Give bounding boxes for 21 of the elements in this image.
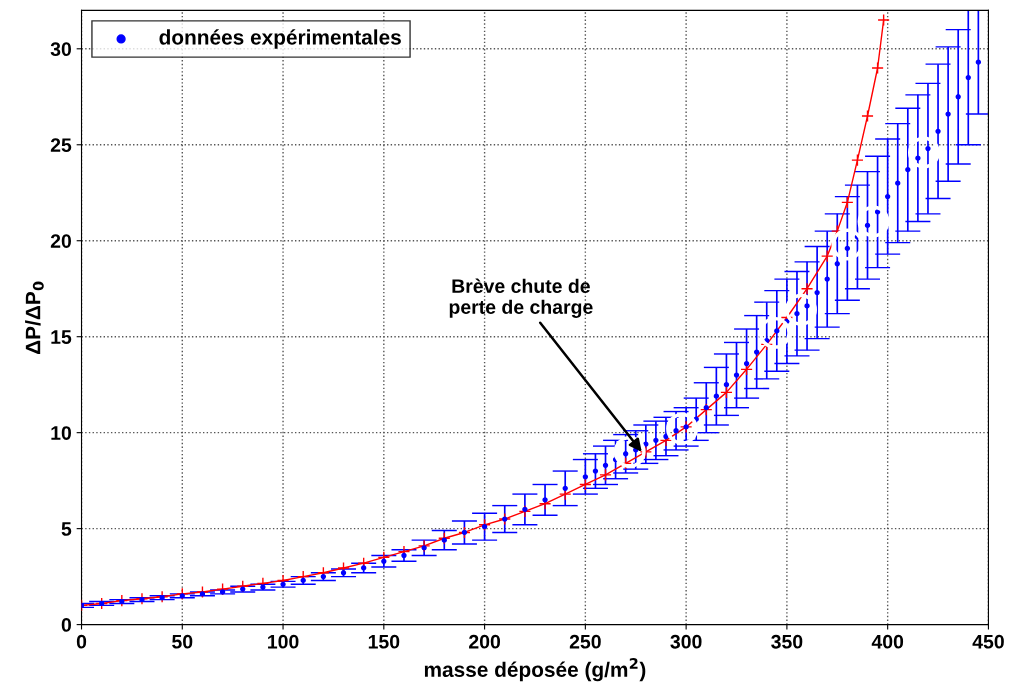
legend-label: données expérimentales (159, 29, 401, 49)
y-tick-label: 5 (61, 522, 72, 536)
y-tick-label: 30 (50, 42, 71, 57)
x-tick-label: 100 (268, 634, 299, 649)
y-tick-label: 15 (51, 330, 72, 344)
x-tick-label: 0 (76, 634, 87, 649)
x-tick-label: 350 (771, 634, 803, 649)
x-tick-label: 300 (670, 634, 702, 649)
annotation: Brève chute de perte de charge (449, 278, 593, 318)
y-tick-label: 0 (61, 618, 71, 632)
y-axis-title: ΔP/ΔP$_{0}$ (25, 281, 44, 354)
x-tick-label: 450 (972, 634, 1004, 649)
x-tick-label: 400 (871, 634, 904, 649)
y-tick-label: 10 (51, 426, 71, 440)
x-tick-label: 250 (569, 634, 601, 649)
x-axis-title: masse déposée (g/m$^{2}$) (424, 658, 646, 682)
x-tick-label: 200 (469, 634, 501, 649)
x-tick-label: 150 (368, 634, 400, 649)
y-tick-label: 20 (50, 234, 71, 248)
x-tick-label: 50 (172, 634, 193, 649)
y-tick-label: 25 (50, 138, 72, 152)
